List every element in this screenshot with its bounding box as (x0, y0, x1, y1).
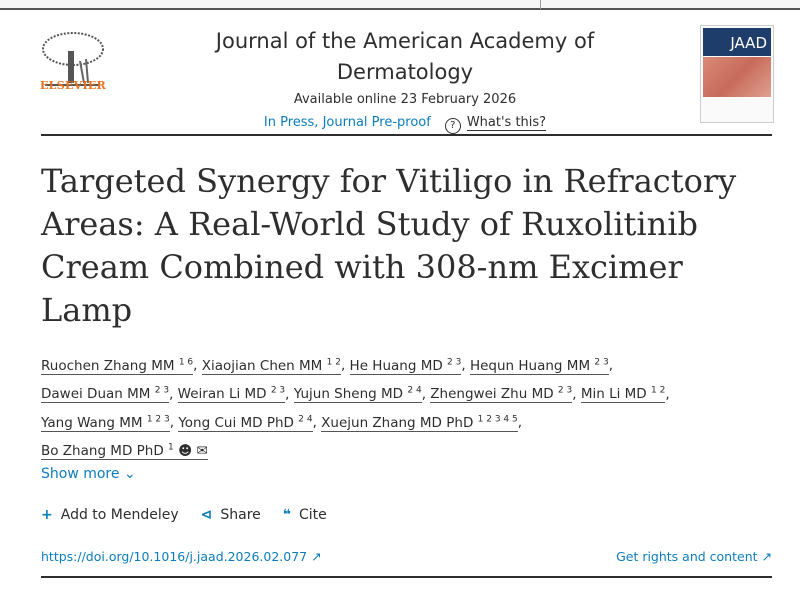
doi-link[interactable]: https://doi.org/10.1016/j.jaad.2026.02.0… (41, 549, 322, 564)
elsevier-wordmark: ELSEVIER (40, 79, 107, 92)
cover-image (703, 57, 771, 97)
cover-title: JAAD (703, 28, 771, 56)
author-link[interactable]: Yong Cui MD PhD 2 4 (178, 414, 313, 432)
author-link[interactable]: Dawei Duan MM 2 3 (41, 385, 170, 403)
author-link[interactable]: Zhengwei Zhu MD 2 3 (430, 385, 573, 403)
author-link[interactable]: Min Li MD 1 2 (580, 385, 666, 403)
header-divider (41, 134, 772, 136)
person-icon: ☻ (178, 443, 193, 459)
author-link[interactable]: Ruochen Zhang MM 1 6 (41, 357, 194, 375)
author-link[interactable]: Hequn Huang MM 2 3 (469, 357, 609, 375)
external-link-icon: ↗ (761, 549, 772, 564)
browser-top-bar (0, 0, 800, 10)
article-title: Targeted Synergy for Vitiligo in Refract… (41, 162, 737, 329)
author-link[interactable]: Yujun Sheng MD 2 4 (293, 385, 422, 403)
author-list: Ruochen Zhang MM 1 6, Xiaojian Chen MM 1… (41, 357, 670, 460)
author-link[interactable]: Weiran Li MD 2 3 (177, 385, 286, 403)
journal-cover[interactable]: JAAD (700, 25, 774, 123)
envelope-icon: ✉ (196, 443, 208, 459)
external-link-icon: ↗ (311, 549, 322, 564)
available-online-date: Available online 23 February 2026 (293, 92, 517, 107)
show-more-button[interactable]: Show more ⌄ (41, 466, 136, 482)
in-press-link[interactable]: In Press, Journal Pre-proof (263, 115, 431, 130)
plus-icon: + (41, 507, 53, 523)
article-actions: + Add to Mendeley ⊲ Share ❝ Cite (41, 507, 327, 523)
cite-button[interactable]: ❝ Cite (282, 507, 327, 523)
section-divider (41, 576, 772, 578)
chevron-down-icon: ⌄ (123, 466, 136, 482)
author-link[interactable]: Xiaojian Chen MM 1 2 (201, 357, 341, 375)
journal-title[interactable]: Journal of the American Academy of Derma… (215, 29, 595, 84)
article-status: In Press, Journal Pre-proof? What's this? (180, 115, 630, 134)
help-icon: ? (444, 118, 461, 134)
author-link[interactable]: Bo Zhang MD PhD 1 ☻ ✉ (41, 442, 208, 460)
elsevier-tree-logo[interactable] (40, 24, 106, 94)
author-link[interactable]: He Huang MD 2 3 (349, 357, 462, 375)
divider (540, 0, 541, 9)
rights-link[interactable]: Get rights and content ↗ (616, 549, 772, 564)
add-to-mendeley-button[interactable]: + Add to Mendeley (41, 507, 179, 523)
whats-this-link[interactable]: What's this? (466, 115, 547, 131)
author-link[interactable]: Xuejun Zhang MD PhD 1 2 3 4 5 (321, 414, 518, 432)
quote-icon: ❝ (282, 507, 292, 523)
share-button[interactable]: ⊲ Share (200, 507, 261, 523)
share-icon: ⊲ (200, 507, 213, 523)
author-link[interactable]: Yang Wang MM 1 2 3 (41, 414, 170, 432)
